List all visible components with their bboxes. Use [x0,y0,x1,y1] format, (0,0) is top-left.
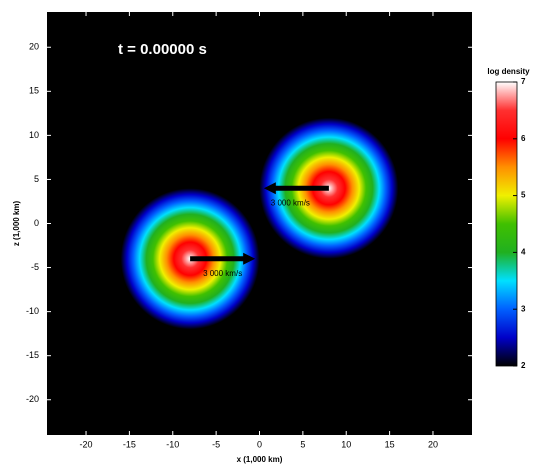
x-tick-label: -20 [80,439,93,449]
colorbar-tick-label: 2 [521,361,526,370]
time-annotation: t = 0.00000 s [118,41,207,58]
x-tick-label: 0 [257,439,262,449]
y-axis-label: z (1,000 km) [12,200,21,246]
y-tick-label: -10 [26,306,39,316]
y-tick-label: 0 [34,218,39,228]
velocity-arrow [263,182,329,195]
colorbar-tick-label: 4 [521,248,526,257]
plot-background [47,12,472,435]
x-tick-label: -5 [212,439,220,449]
x-axis-label: x (1,000 km) [237,455,283,464]
y-tick-label: 15 [29,86,39,96]
y-tick-label: 10 [29,130,39,140]
colorbar-tick-label: 7 [521,77,526,86]
y-tick-label: -20 [26,394,39,404]
y-tick-label: 5 [34,174,39,184]
y-tick-label: -15 [26,350,39,360]
colorbar [495,81,518,367]
x-tick-label: 15 [385,439,395,449]
y-tick-label: -5 [31,262,39,272]
x-tick-label: -10 [166,439,179,449]
colorbar-tick-label: 5 [521,191,526,200]
colorbar-label: log density [487,67,530,76]
x-tick-label: 20 [428,439,438,449]
arrow-label: 3 000 km/s [271,198,310,207]
velocity-arrow [190,252,256,265]
colorbar-tick-label: 3 [521,304,526,313]
arrow-label: 3 000 km/s [203,269,242,278]
y-tick-label: 20 [29,42,39,52]
x-tick-label: -15 [123,439,136,449]
x-tick-label: 10 [341,439,351,449]
colorbar-tick-label: 6 [521,134,526,143]
x-tick-label: 5 [300,439,305,449]
